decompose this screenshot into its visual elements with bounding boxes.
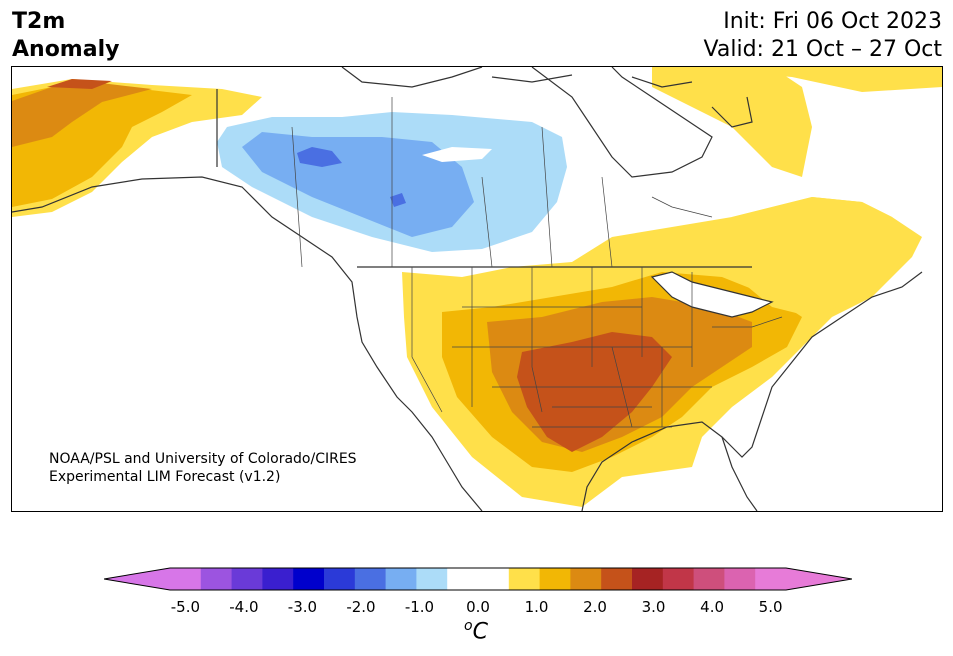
state-borders: [291, 97, 783, 428]
colorbar-tick-label: 0.0: [466, 598, 490, 616]
colorbar-tick-label: 4.0: [700, 598, 725, 616]
colorbar-bin: [324, 568, 356, 590]
colorbar-unit: oC: [464, 618, 488, 644]
colorbar-bin: [416, 568, 448, 590]
colorbar: [104, 567, 852, 591]
colorbar-tick-label: -1.0: [404, 598, 435, 616]
colorbar-extend-high: [786, 568, 852, 590]
colorbar-bin: [632, 568, 664, 590]
colorbar-tick-label: 2.0: [583, 598, 607, 616]
colorbar-bin: [662, 568, 695, 590]
anomaly-map: [11, 66, 943, 512]
colorbar-bin: [693, 568, 725, 590]
colorbar-bin: [724, 568, 756, 590]
title-line-1: T2m: [12, 9, 66, 34]
arctic-yellow: [672, 67, 942, 92]
credit-line-1: NOAA/PSL and University of Colorado/CIRE…: [49, 451, 357, 467]
colorbar-extend-low: [104, 568, 170, 590]
title-line-2: Anomaly: [12, 37, 120, 62]
credit-line-2: Experimental LIM Forecast (v1.2): [49, 469, 281, 485]
colorbar-tick-label: -3.0: [287, 598, 318, 616]
colorbar-bin: [478, 568, 510, 590]
gulf-coast-line: [581, 271, 923, 511]
forecast-credit: NOAA/PSL and University of Colorado/CIRE…: [49, 450, 357, 486]
map-graphic: [12, 67, 942, 511]
map-title: T2m Anomaly: [12, 8, 119, 64]
canada-cold-spot: [390, 193, 406, 207]
forecast-dates: Init: Fri 06 Oct 2023 Valid: 21 Oct – 27…: [704, 8, 942, 64]
colorbar-bin: [354, 568, 387, 590]
colorbar-bin: [385, 568, 417, 590]
valid-date: Valid: 21 Oct – 27 Oct: [703, 37, 942, 62]
unit-symbol: C: [472, 619, 488, 645]
colorbar-tick-label: 1.0: [524, 598, 549, 616]
colorbar-bin: [231, 568, 263, 590]
alaska-warm-darkest: [47, 79, 112, 89]
florida-line: [721, 436, 758, 511]
colorbar-tick-label: -5.0: [170, 598, 201, 616]
colorbar-bin: [755, 568, 787, 590]
greenland-yellow: [652, 67, 812, 177]
colorbar-bin: [447, 568, 479, 590]
state-border-lines: [411, 267, 783, 428]
colorbar-bin: [601, 568, 633, 590]
colorbar-tick-label: 5.0: [758, 598, 783, 616]
hudson-bay-line: [531, 67, 713, 178]
colorbar-outline: [104, 567, 852, 591]
colorbar-bin: [262, 568, 294, 590]
canada-cold-dark: [297, 147, 342, 167]
northeast-yellow: [727, 197, 912, 317]
province-borders: [291, 97, 713, 268]
west-coast-line: [12, 176, 483, 511]
colorbar-bin: [539, 568, 571, 590]
unit-degree: o: [464, 618, 473, 634]
colorbar-bin: [170, 568, 202, 590]
colorbar-bin: [508, 568, 541, 590]
anomaly-fills: [12, 67, 942, 507]
colorbar-bin: [293, 568, 325, 590]
init-date: Init: Fri 06 Oct 2023: [723, 9, 942, 34]
colorbar-tick-label: -2.0: [346, 598, 376, 616]
colorbar-bin: [200, 568, 233, 590]
canada-white-patch: [422, 147, 492, 162]
alaska-warm-dark: [12, 82, 152, 147]
arctic-islands: [341, 67, 753, 128]
us-warm-red-orange: [517, 332, 672, 452]
colorbar-tick-label: 3.0: [641, 598, 666, 616]
colorbar-bin: [570, 568, 602, 590]
colorbar-tick-label: -4.0: [229, 598, 259, 616]
